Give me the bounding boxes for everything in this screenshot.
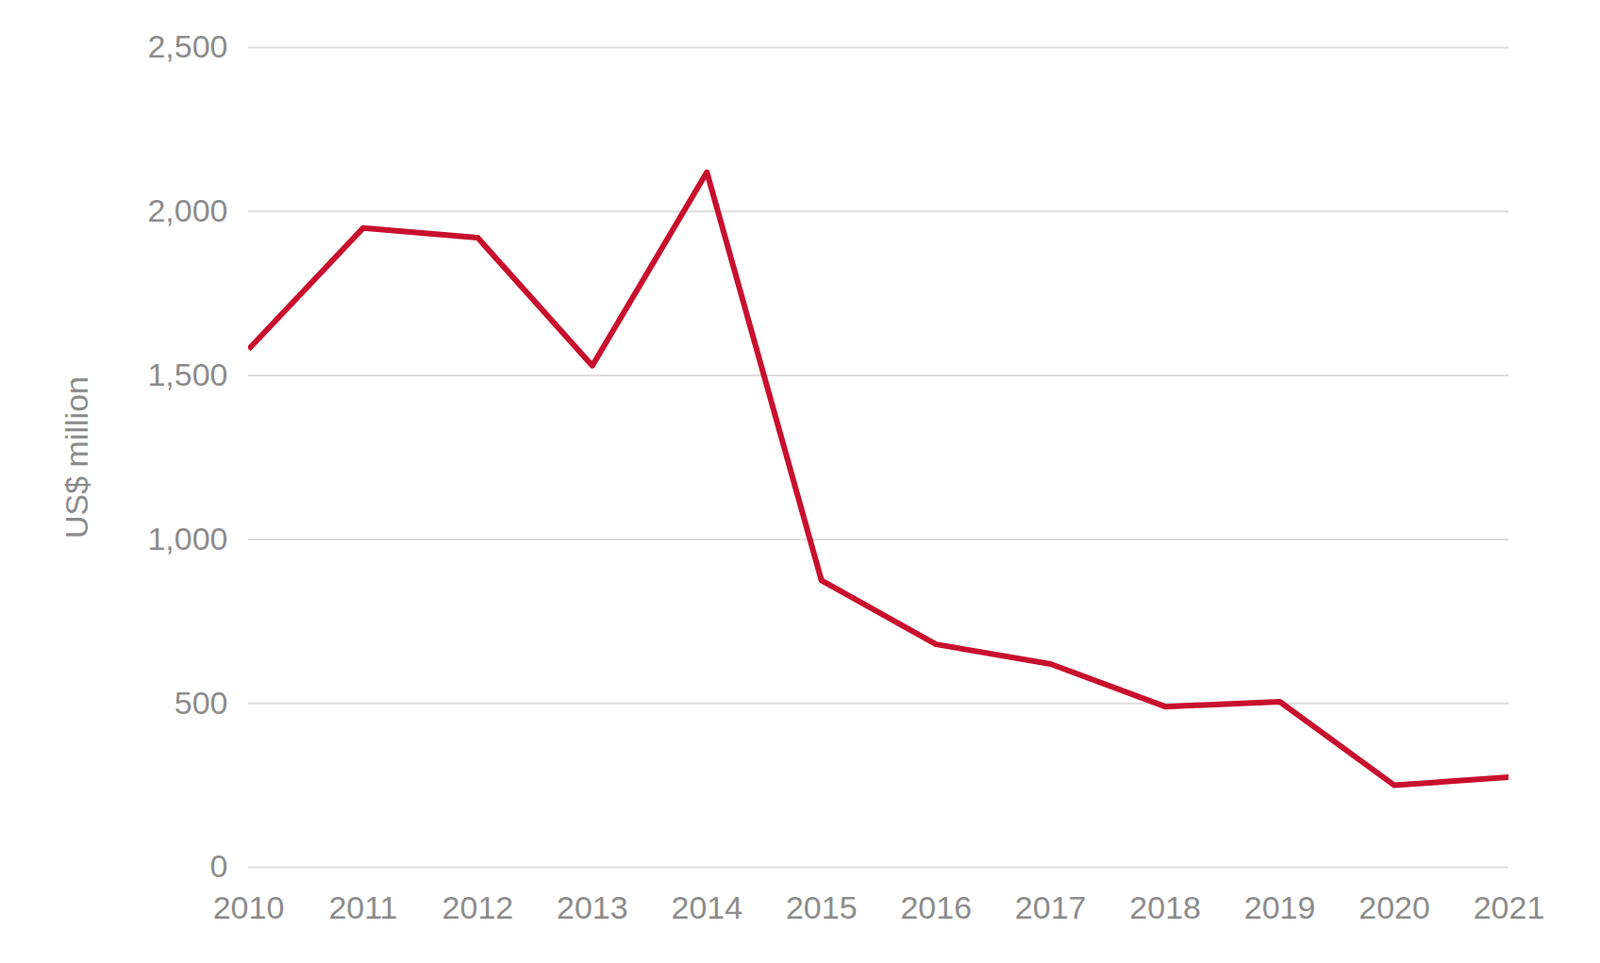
svg-text:2016: 2016: [900, 889, 972, 926]
svg-text:US$ million: US$ million: [58, 376, 95, 539]
svg-text:0: 0: [210, 848, 229, 884]
svg-text:2019: 2019: [1244, 889, 1317, 926]
svg-text:2013: 2013: [556, 889, 629, 926]
svg-text:500: 500: [174, 684, 229, 721]
svg-text:2011: 2011: [328, 889, 398, 926]
svg-text:2,500: 2,500: [147, 28, 228, 65]
svg-text:1,000: 1,000: [147, 520, 228, 557]
svg-text:2015: 2015: [785, 889, 858, 926]
svg-text:1,500: 1,500: [147, 356, 228, 393]
svg-text:2014: 2014: [670, 889, 743, 926]
svg-text:2020: 2020: [1358, 889, 1431, 926]
svg-text:2012: 2012: [442, 889, 515, 926]
svg-text:2010: 2010: [213, 889, 285, 926]
svg-text:2,000: 2,000: [147, 192, 228, 229]
svg-text:2018: 2018: [1129, 889, 1201, 926]
svg-text:2021: 2021: [1473, 889, 1546, 926]
svg-text:2017: 2017: [1015, 889, 1087, 926]
